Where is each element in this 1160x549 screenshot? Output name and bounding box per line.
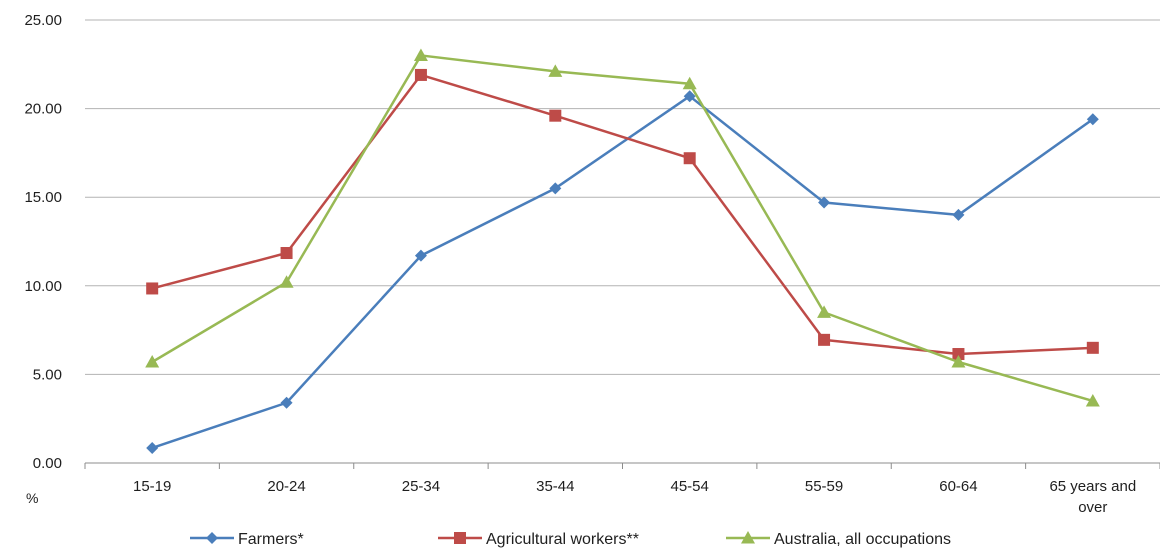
gridlines: [85, 19, 1160, 375]
x-tick-label: 25-34: [402, 478, 440, 495]
data-point: [952, 208, 965, 221]
y-tick-label: 10.00: [24, 278, 62, 295]
data-point: [145, 354, 160, 368]
data-point: [683, 90, 696, 103]
legend-item: Farmers*: [190, 531, 304, 548]
y-axis-ticks: 0.00 5.00 10.00 15.00 20.00 25.00: [24, 12, 62, 472]
data-point: [1086, 113, 1099, 126]
x-tick-label: 60-64: [939, 478, 977, 495]
legend: Farmers* Agricultural workers** Australia,…: [190, 531, 951, 548]
data-point: [1086, 341, 1099, 354]
data-point: [146, 282, 159, 295]
data-point: [280, 247, 293, 260]
legend-marker: [454, 532, 466, 544]
x-tick-label: 55-59: [805, 478, 843, 495]
data-point: [683, 152, 696, 165]
data-point: [682, 76, 697, 90]
data-point: [414, 249, 427, 262]
series-group: [145, 48, 1100, 454]
legend-label: Farmers*: [238, 531, 304, 548]
data-point: [279, 275, 294, 288]
data-point: [146, 441, 159, 454]
x-axis-ticks: 15-19 20-24 25-34 35-44 45-54 55-59 60-64 65 ye…: [84, 463, 1160, 516]
legend-marker: [741, 531, 755, 544]
data-point: [548, 64, 563, 77]
x-tick-label: 45-54: [671, 478, 709, 495]
series-2: [146, 68, 1099, 361]
legend-item: Australia, all occupations: [726, 531, 951, 548]
data-point: [952, 348, 965, 361]
data-point: [818, 196, 831, 209]
legend-marker: [206, 532, 218, 544]
x-tick-label: 65 years and over: [1049, 478, 1136, 516]
data-point: [413, 48, 428, 61]
y-axis-unit-label: %: [26, 490, 38, 506]
series-line: [151, 73, 1093, 356]
x-tick-label: 35-44: [536, 478, 574, 495]
series-line: [151, 54, 1094, 403]
y-tick-label: 20.00: [24, 101, 62, 118]
data-point: [549, 109, 562, 122]
data-point: [280, 396, 293, 409]
legend-item: Agricultural workers**: [438, 531, 639, 548]
legend-label: Agricultural workers**: [486, 531, 639, 548]
y-tick-label: 5.00: [33, 366, 62, 383]
y-tick-label: 15.00: [24, 189, 62, 206]
data-point: [549, 182, 562, 195]
data-point: [951, 354, 966, 368]
data-point: [818, 333, 831, 346]
y-tick-label: 25.00: [24, 12, 62, 29]
series-line: [151, 94, 1094, 450]
data-point: [1085, 393, 1100, 407]
legend-label: Australia, all occupations: [774, 531, 951, 548]
series-1: [146, 90, 1099, 454]
y-tick-label: 0.00: [33, 455, 62, 472]
data-point: [817, 305, 832, 318]
x-tick-label: 20-24: [267, 478, 305, 495]
x-tick-label: 15-19: [133, 478, 171, 495]
series-3: [145, 48, 1100, 407]
data-point: [414, 68, 427, 81]
